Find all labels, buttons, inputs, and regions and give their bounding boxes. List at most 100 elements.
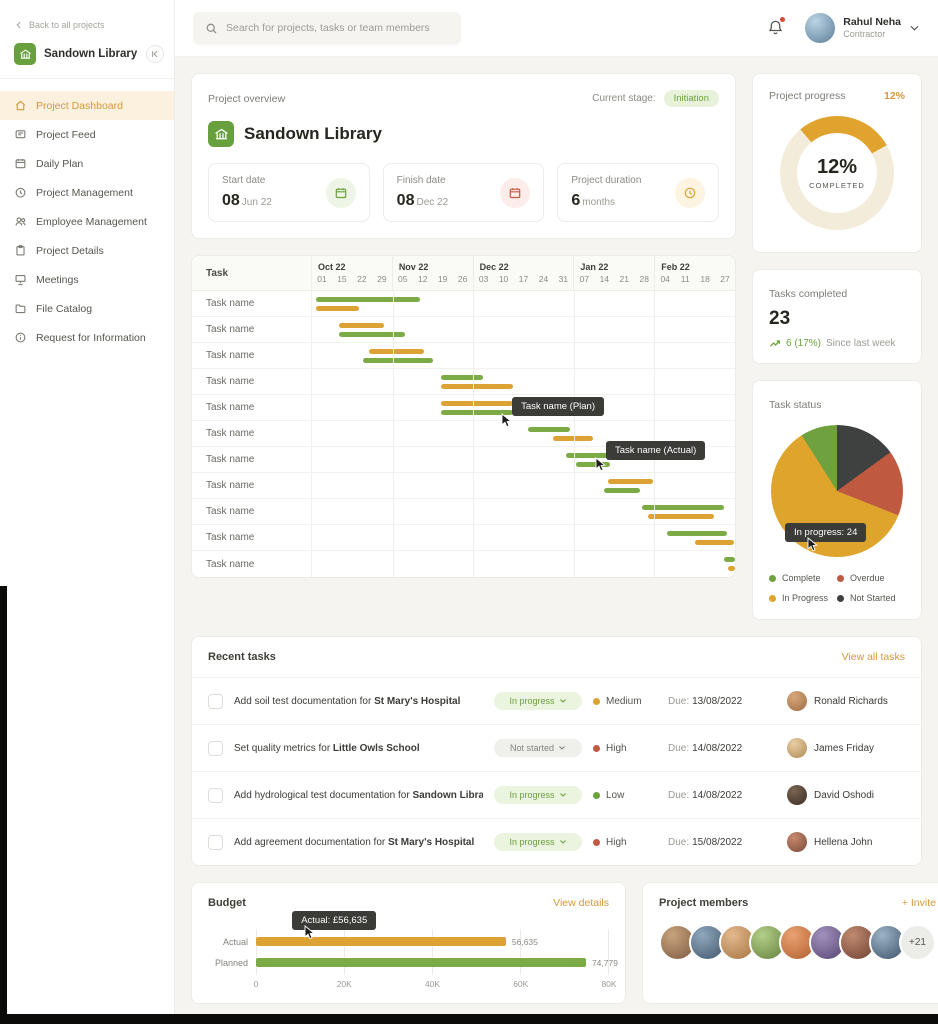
task-due: Due: 15/08/2022 <box>668 836 743 848</box>
calendar-icon <box>500 177 531 208</box>
budget-title: Budget <box>208 897 246 909</box>
task-title: Add hydrological test documentation for … <box>234 789 483 801</box>
sidebar-project-header: Sandown Library <box>0 30 174 79</box>
notifications-button[interactable] <box>767 17 786 38</box>
task-status-pill[interactable]: In progress <box>494 692 582 710</box>
screen-edge-bottom <box>0 1014 938 1024</box>
gantt-row: Task name <box>192 317 735 343</box>
budget-bar-1[interactable] <box>256 958 586 967</box>
sidebar-item-label: Employee Management <box>36 215 147 228</box>
task-status-pill[interactable]: Not started <box>494 739 582 757</box>
folder-icon <box>15 304 26 314</box>
gantt-bar-actual[interactable] <box>727 566 735 571</box>
gantt-bar-plan[interactable] <box>362 358 433 363</box>
task-row: Set quality metrics for Little Owls Scho… <box>192 725 921 772</box>
gantt-bar-plan[interactable] <box>527 427 571 432</box>
members-avatars: +21 <box>659 924 936 961</box>
progress-percent: 12% <box>816 156 858 178</box>
gantt-bar-actual[interactable] <box>648 514 714 519</box>
gantt-row-label: Task name <box>192 473 312 498</box>
clipboard-icon <box>16 245 25 256</box>
recent-tasks-title: Recent tasks <box>208 651 276 663</box>
finish-date-value: 08 Dec 22 <box>396 192 449 209</box>
tasks-completed-trend: 6 (17%) Since last week <box>769 338 905 349</box>
dashboard-content: Project overview Current stage: Initiati… <box>175 57 938 1014</box>
task-checkbox[interactable] <box>208 787 223 803</box>
sidebar-item-employee-management[interactable]: Employee Management <box>0 207 174 236</box>
progress-caption: COMPLETED <box>809 181 865 190</box>
chevron-down-icon <box>559 793 566 797</box>
user-menu[interactable]: Rahul Neha Contractor <box>805 13 920 43</box>
task-checkbox[interactable] <box>208 740 223 756</box>
finish-date-label: Finish date <box>396 175 446 186</box>
gantt-rows: Task name Task name Task name Task name Task… <box>192 291 735 577</box>
gantt-bar-plan[interactable] <box>576 462 611 467</box>
gantt-row-label: Task name <box>192 343 312 368</box>
task-checkbox[interactable] <box>208 693 223 709</box>
view-details-link[interactable]: View details <box>553 897 609 909</box>
task-row: Add agreement documentation for St Mary'… <box>192 819 921 865</box>
search-bar[interactable] <box>193 11 461 45</box>
invite-button[interactable]: + Invite <box>901 897 936 909</box>
sidebar-item-daily-plan[interactable]: Daily Plan <box>0 149 174 178</box>
task-assignee: Ronald Richards <box>787 691 905 711</box>
member-avatar[interactable] <box>749 924 786 961</box>
gantt-bar-actual[interactable] <box>608 479 653 484</box>
gantt-bar-plan[interactable] <box>316 297 420 302</box>
clock-icon <box>15 187 26 198</box>
gantt-bar-actual[interactable] <box>369 349 425 354</box>
collapse-sidebar-button[interactable] <box>146 45 164 63</box>
sidebar-item-label: Request for Information <box>36 331 146 344</box>
gantt-bar-plan[interactable] <box>724 557 735 562</box>
task-status-pill[interactable]: In progress <box>494 786 582 804</box>
sidebar-item-project-management[interactable]: Project Management <box>0 178 174 207</box>
gantt-bar-plan[interactable] <box>603 488 640 493</box>
sidebar-item-project-details[interactable]: Project Details <box>0 236 174 265</box>
start-date-label: Start date <box>222 175 266 186</box>
assignee-avatar <box>787 738 807 758</box>
assignee-avatar <box>787 832 807 852</box>
task-assignee: Hellena John <box>787 832 905 852</box>
calendar-icon <box>325 177 356 208</box>
search-input[interactable] <box>226 22 449 34</box>
task-checkbox[interactable] <box>208 834 223 850</box>
gantt-bar-plan[interactable] <box>441 410 513 415</box>
members-extra-badge[interactable]: +21 <box>899 924 936 961</box>
finish-date-card: Finish date 08 Dec 22 <box>382 163 545 222</box>
assignee-avatar <box>787 691 807 711</box>
gantt-bar-actual[interactable] <box>441 384 513 389</box>
view-all-tasks-link[interactable]: View all tasks <box>841 651 905 663</box>
screen-edge-left <box>0 586 7 1024</box>
gantt-bar-actual[interactable] <box>694 540 735 545</box>
back-label: Back to all projects <box>29 20 105 30</box>
back-to-projects-link[interactable]: Back to all projects <box>0 20 174 30</box>
gantt-bar-plan[interactable] <box>641 505 725 510</box>
gantt-bar-plan[interactable] <box>667 531 727 536</box>
budget-bar-0[interactable] <box>256 937 506 946</box>
task-priority: High <box>593 837 657 848</box>
gantt-header: Task Oct 22 01 15 22 29 Nov 22 05 12 19 26 Dec 22 0… <box>192 256 735 291</box>
gantt-row-label: Task name <box>192 369 312 394</box>
tasks-completed-card: Tasks completed 23 6 (17%) Since last we… <box>752 269 922 364</box>
info-icon <box>15 332 26 343</box>
sidebar-item-request-for-information[interactable]: Request for Information <box>0 323 174 352</box>
cursor-pointer-icon <box>304 925 316 940</box>
sidebar-item-project-feed[interactable]: Project Feed <box>0 120 174 149</box>
duration-value: 6 months <box>571 192 616 209</box>
task-due: Due: 13/08/2022 <box>668 695 743 707</box>
task-status-pill[interactable]: In progress <box>494 833 582 851</box>
legend-item: Overdue <box>837 573 905 583</box>
gantt-bar-plan[interactable] <box>565 453 611 458</box>
gantt-bar-plan[interactable] <box>441 375 484 380</box>
feed-icon <box>15 130 26 139</box>
gantt-bar-actual[interactable] <box>553 436 594 441</box>
sidebar-item-project-dashboard[interactable]: Project Dashboard <box>0 91 174 120</box>
sidebar-item-file-catalog[interactable]: File Catalog <box>0 294 174 323</box>
sidebar-item-meetings[interactable]: Meetings <box>0 265 174 294</box>
budget-card: Budget View details Actual 56,635 <box>191 882 626 1004</box>
gantt-bar-plan[interactable] <box>339 332 406 337</box>
gantt-bar-actual[interactable] <box>441 401 513 406</box>
gantt-bar-actual[interactable] <box>339 323 384 328</box>
gantt-bar-actual[interactable] <box>316 306 359 311</box>
